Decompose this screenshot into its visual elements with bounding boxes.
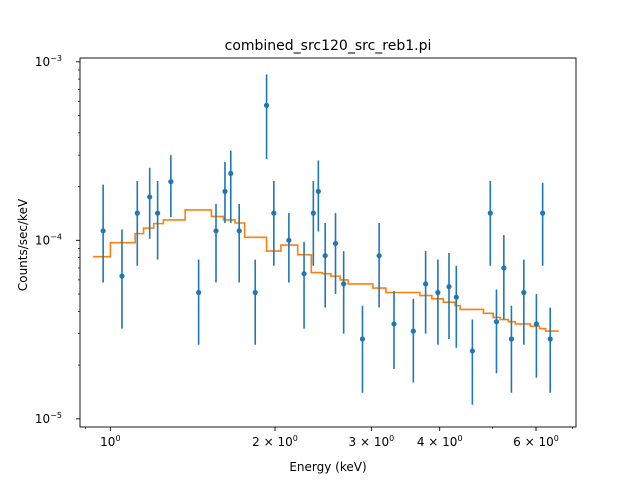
axes-area [80,58,576,427]
data-point [271,210,277,216]
data-point [213,228,219,234]
data-point [423,281,429,287]
data-point [228,170,234,177]
data-point [540,210,546,216]
data-point [286,237,292,243]
axes-frame [79,57,577,428]
data-point [547,336,553,342]
data-point [410,328,416,334]
model-line [93,209,559,332]
x-tick-label: 100 [100,434,120,449]
plot-background [80,58,576,427]
x-tick-label: 2 × 100 [252,434,298,449]
data-point [376,253,382,259]
data-point [315,188,321,194]
data-point [155,210,161,216]
x-tick-label: 4 × 100 [417,434,463,449]
data-point [341,281,347,287]
data-point [508,336,515,342]
data-point [310,210,316,216]
tick-layer: 100 2 × 100 3 × 100 4 × 100 6 × 10010−510−41… [35,54,573,449]
data-point [252,289,258,296]
data-layer [100,74,553,405]
data-point [196,289,202,296]
data-point [147,194,153,200]
model-layer [93,209,559,332]
data-point [134,210,140,216]
data-point [533,321,540,327]
x-axis-label: Energy (keV) [289,460,366,474]
data-point [359,336,366,342]
data-point [487,210,493,216]
data-point [263,102,270,108]
data-point [100,228,106,234]
data-point [453,294,459,300]
data-point [435,289,441,296]
data-point [322,253,328,259]
data-point [119,273,125,279]
data-point [469,348,475,354]
data-point [236,228,242,234]
chart-title: combined_src120_src_reb1.pi [225,38,432,54]
data-point [493,319,500,325]
axes-border [79,57,577,428]
x-tick-label: 6 × 100 [513,434,559,449]
data-point [168,179,174,185]
y-axis-label: Counts/sec/keV [16,198,30,291]
x-tick-label: 3 × 100 [349,434,395,449]
data-point [222,188,228,194]
data-point [301,271,307,277]
data-point [521,289,527,296]
data-point [501,265,507,271]
data-point [446,284,452,290]
data-point [332,240,339,247]
data-point [391,321,397,327]
